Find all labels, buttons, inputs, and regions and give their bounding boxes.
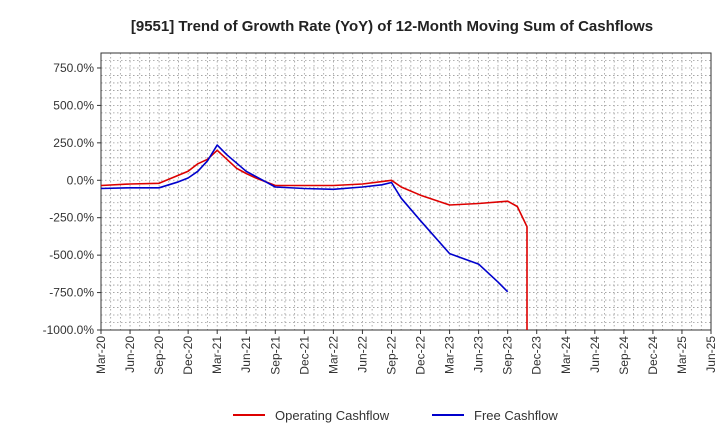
legend-label: Operating Cashflow	[275, 408, 390, 423]
x-tick-label: Sep-21	[268, 336, 282, 375]
x-tick-label: Dec-21	[297, 336, 311, 375]
x-tick-label: Dec-22	[414, 336, 428, 375]
x-tick-label: Sep-24	[617, 336, 631, 375]
y-tick-label: 0.0%	[67, 173, 95, 187]
x-tick-label: Sep-20	[152, 336, 166, 375]
y-tick-label: -750.0%	[49, 286, 94, 300]
x-tick-label: Jun-20	[123, 336, 137, 373]
legend-label: Free Cashflow	[474, 408, 558, 423]
x-tick-label: Mar-25	[675, 336, 689, 374]
x-tick-label: Mar-22	[326, 336, 340, 374]
x-tick-label: Jun-22	[355, 336, 369, 373]
series-line-operating-cashflow	[101, 149, 528, 330]
x-tick-label: Jun-25	[704, 336, 718, 373]
y-tick-label: 750.0%	[53, 61, 94, 75]
x-tick-label: Jun-24	[588, 336, 602, 373]
x-tick-label: Sep-23	[501, 336, 515, 375]
y-tick-label: -1000.0%	[43, 323, 95, 337]
x-tick-label: Mar-21	[210, 336, 224, 374]
y-tick-label: -250.0%	[49, 211, 94, 225]
x-tick-label: Dec-23	[530, 336, 544, 375]
y-tick-label: 500.0%	[53, 98, 94, 112]
x-tick-label: Sep-22	[384, 336, 398, 375]
x-tick-label: Mar-20	[94, 336, 108, 374]
plot-frame	[100, 52, 712, 331]
x-tick-label: Dec-24	[646, 336, 660, 375]
plot-background	[101, 53, 711, 330]
series-layer	[101, 144, 528, 330]
x-tick-label: Mar-24	[559, 336, 573, 374]
legend: Operating Cashflow Free Cashflow	[233, 408, 558, 423]
y-tick-label: 250.0%	[53, 136, 94, 150]
plot-area	[100, 52, 712, 331]
y-tick-label: -500.0%	[49, 248, 94, 262]
x-tick-label: Jun-21	[239, 336, 253, 373]
x-tick-label: Jun-23	[472, 336, 486, 373]
x-tick-label: Mar-23	[443, 336, 457, 374]
x-axis: Mar-20 Jun-20 Sep-20 Dec-20 Mar-21 Jun-21 Sep-…	[94, 330, 718, 375]
series-line-free-cashflow	[101, 144, 509, 293]
y-axis: 750.0% 500.0% 250.0% 0.0% -250.0% -500.0% -750…	[43, 61, 101, 337]
x-tick-label: Dec-20	[181, 336, 195, 375]
chart-title: [9551] Trend of Growth Rate (YoY) of 12-…	[131, 18, 653, 35]
